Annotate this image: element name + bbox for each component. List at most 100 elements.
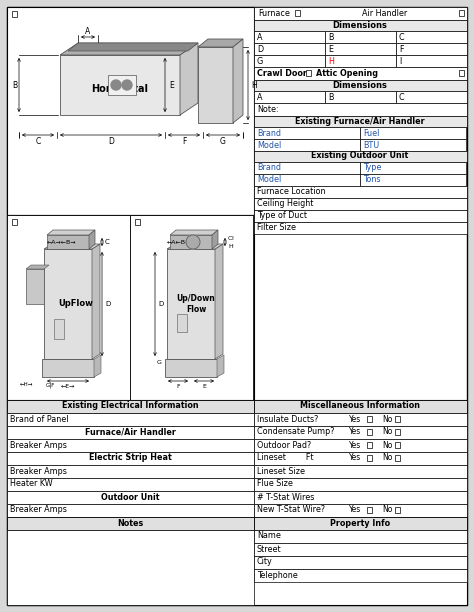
Text: F: F xyxy=(182,138,186,146)
Text: No: No xyxy=(382,506,392,515)
Bar xyxy=(254,504,467,517)
Text: G: G xyxy=(257,56,263,65)
Polygon shape xyxy=(167,244,223,249)
Text: I: I xyxy=(399,56,401,65)
Bar xyxy=(367,507,373,513)
Text: Name: Name xyxy=(257,531,281,540)
Bar xyxy=(367,455,373,461)
Text: E: E xyxy=(202,384,206,389)
Text: Outdoor Pad?: Outdoor Pad? xyxy=(257,441,311,449)
Polygon shape xyxy=(68,43,198,51)
Bar xyxy=(254,20,467,31)
Text: Model: Model xyxy=(257,176,281,184)
Bar xyxy=(254,413,467,426)
Polygon shape xyxy=(170,230,218,235)
Text: Model: Model xyxy=(257,141,281,149)
Text: Yes: Yes xyxy=(349,414,361,424)
Text: Horizontal: Horizontal xyxy=(91,84,148,94)
Text: Lineset Size: Lineset Size xyxy=(257,466,305,476)
Bar xyxy=(395,507,401,513)
Bar xyxy=(360,127,466,139)
Text: A: A xyxy=(85,28,91,37)
Bar xyxy=(254,198,467,210)
Bar xyxy=(396,55,467,67)
Bar xyxy=(254,210,467,222)
Text: H: H xyxy=(251,81,257,89)
Text: No: No xyxy=(382,414,392,424)
Bar xyxy=(254,452,467,465)
Text: Yes: Yes xyxy=(349,428,361,436)
Text: ←H→: ←H→ xyxy=(19,382,33,387)
Text: Yes: Yes xyxy=(349,506,361,515)
Text: Filter Size: Filter Size xyxy=(257,223,296,233)
Text: E: E xyxy=(328,45,333,53)
Bar xyxy=(254,80,467,91)
Bar xyxy=(254,186,467,198)
Text: G: G xyxy=(220,138,226,146)
Text: C: C xyxy=(399,32,405,42)
Text: ←A←B→: ←A←B→ xyxy=(167,241,191,245)
Polygon shape xyxy=(89,230,95,249)
Bar xyxy=(7,426,254,439)
Text: A: A xyxy=(257,92,263,102)
Text: C: C xyxy=(105,239,110,245)
Text: Telephone: Telephone xyxy=(257,570,298,580)
Text: Ceiling Height: Ceiling Height xyxy=(257,200,313,209)
Text: BTU: BTU xyxy=(363,141,379,149)
Polygon shape xyxy=(47,235,89,249)
Polygon shape xyxy=(26,265,49,269)
Text: Flue Size: Flue Size xyxy=(257,479,293,488)
Text: Breaker Amps: Breaker Amps xyxy=(10,466,67,476)
Text: City: City xyxy=(257,558,273,567)
Polygon shape xyxy=(198,39,243,47)
Text: Lineset        Ft: Lineset Ft xyxy=(257,453,313,463)
Text: New T-Stat Wire?: New T-Stat Wire? xyxy=(257,506,325,515)
Bar xyxy=(254,439,467,452)
Text: Breaker Amps: Breaker Amps xyxy=(10,441,67,449)
Bar xyxy=(7,504,254,517)
Bar xyxy=(395,429,401,435)
Text: Existing Furnace/Air Handler: Existing Furnace/Air Handler xyxy=(295,116,425,125)
Bar xyxy=(54,319,64,339)
Bar xyxy=(254,569,467,582)
Text: A: A xyxy=(257,32,263,42)
Text: Brand: Brand xyxy=(257,129,281,138)
Text: # T-Stat Wires: # T-Stat Wires xyxy=(257,493,314,501)
Bar xyxy=(459,10,465,16)
Bar xyxy=(306,70,311,76)
Bar xyxy=(254,162,360,174)
Text: No: No xyxy=(382,453,392,463)
Bar xyxy=(254,103,467,116)
Text: Yes: Yes xyxy=(349,453,361,463)
Bar xyxy=(367,416,373,422)
Bar xyxy=(7,530,254,605)
Bar xyxy=(254,151,467,162)
Bar xyxy=(44,249,92,359)
Text: Note:: Note: xyxy=(257,105,279,113)
Bar xyxy=(7,465,254,478)
Bar xyxy=(396,91,467,103)
Bar xyxy=(254,478,467,491)
Text: Yes: Yes xyxy=(349,441,361,449)
Bar xyxy=(177,314,187,332)
Text: D: D xyxy=(105,301,110,307)
Polygon shape xyxy=(212,230,218,249)
Bar xyxy=(7,491,254,504)
Bar xyxy=(7,452,254,465)
Polygon shape xyxy=(44,244,100,249)
Bar xyxy=(12,11,18,17)
Bar xyxy=(395,416,401,422)
Text: Brand: Brand xyxy=(257,163,281,173)
Text: F: F xyxy=(399,45,403,53)
Bar xyxy=(367,429,373,435)
Text: B: B xyxy=(328,32,334,42)
Bar xyxy=(130,215,253,400)
Polygon shape xyxy=(47,230,95,235)
Bar xyxy=(254,91,325,103)
Text: C: C xyxy=(228,236,232,242)
Text: UpFlow: UpFlow xyxy=(59,299,93,308)
Bar xyxy=(7,439,254,452)
Bar xyxy=(135,219,140,225)
Bar xyxy=(396,31,467,43)
Bar xyxy=(254,222,467,234)
